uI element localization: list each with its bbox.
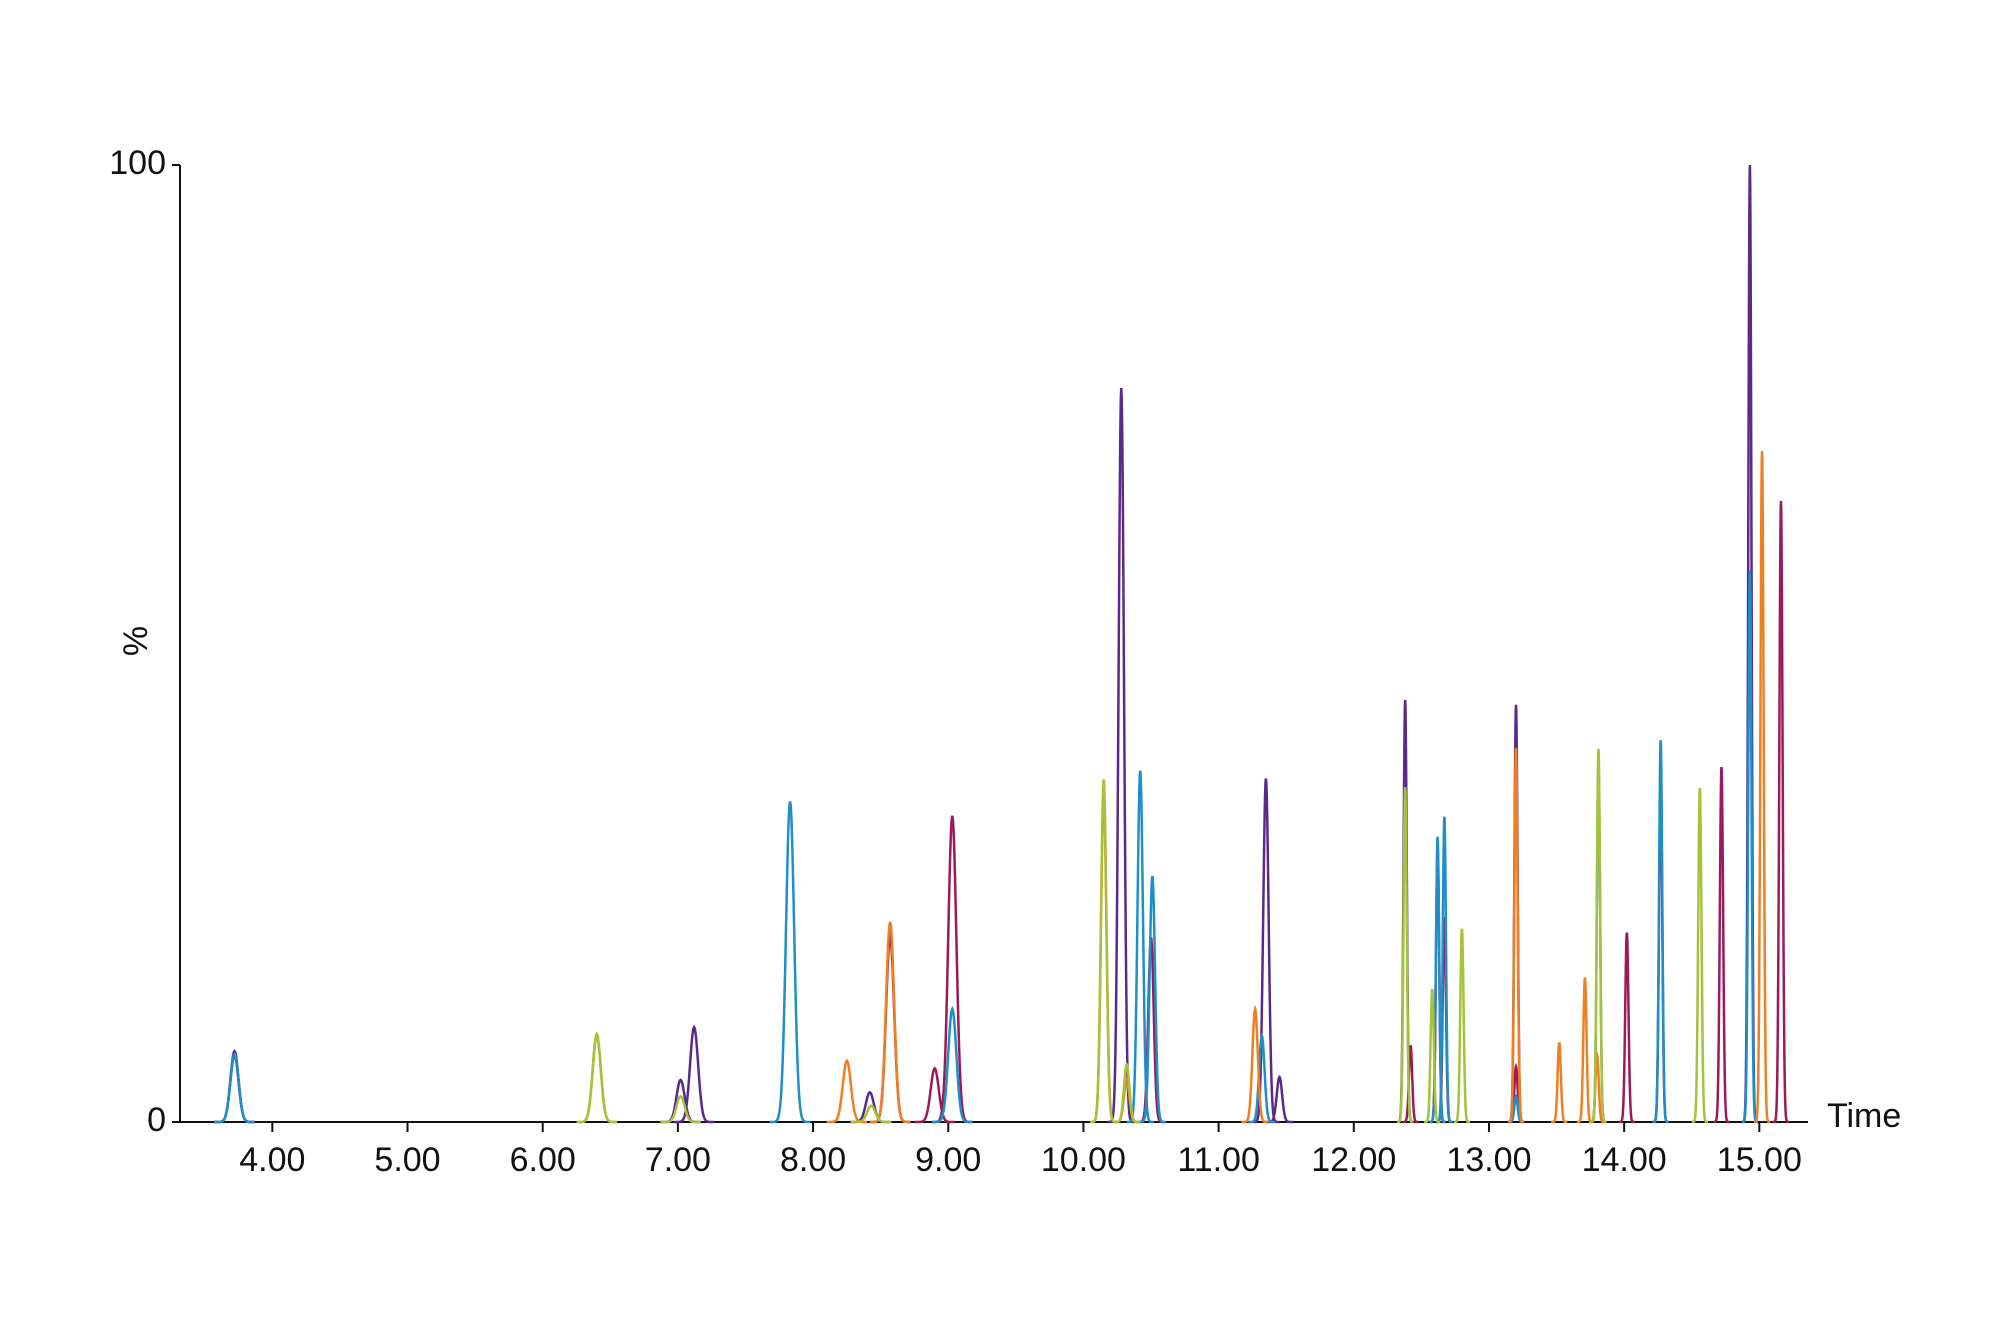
x-tick-label: 8.00: [780, 1141, 846, 1179]
peak: [1107, 387, 1135, 1124]
peak: [1507, 747, 1525, 1124]
peak: [1652, 740, 1669, 1124]
peak: [1090, 779, 1118, 1124]
x-tick-label: 10.00: [1041, 1141, 1126, 1179]
x-tick-label: 7.00: [645, 1141, 711, 1179]
peak: [1551, 1042, 1568, 1124]
peak: [850, 1104, 892, 1124]
peak: [1590, 748, 1607, 1124]
peak: [1713, 766, 1730, 1124]
x-tick-label: 5.00: [374, 1141, 440, 1179]
x-tick-label: 15.00: [1717, 1141, 1802, 1179]
peak: [932, 1005, 973, 1124]
peak: [1113, 1062, 1141, 1124]
peak: [576, 1033, 618, 1124]
peak: [1126, 770, 1154, 1124]
x-tick-label: 9.00: [915, 1141, 981, 1179]
peak: [214, 1048, 255, 1124]
peak: [214, 1051, 255, 1124]
x-tick-label: 11.00: [1177, 1141, 1260, 1179]
peak: [1138, 875, 1166, 1124]
peak: [1241, 1004, 1269, 1124]
x-tick-label: 6.00: [510, 1141, 576, 1179]
peak: [869, 931, 911, 1124]
peak: [769, 801, 811, 1124]
peak: [826, 1058, 868, 1124]
y-tick-label: 0: [147, 1101, 166, 1139]
x-tick-label: 12.00: [1311, 1141, 1396, 1179]
peak: [1265, 1074, 1293, 1124]
x-tick-label: 14.00: [1582, 1141, 1667, 1179]
peak: [660, 1078, 701, 1124]
peak: [1402, 1045, 1419, 1124]
y-axis-label: %: [117, 626, 155, 656]
peak: [1576, 977, 1594, 1124]
y-tick-label: 100: [109, 144, 166, 182]
peak: [1691, 787, 1708, 1124]
peak: [1424, 988, 1441, 1124]
peak: [1741, 570, 1758, 1124]
peak: [1397, 786, 1414, 1124]
peak: [660, 1094, 701, 1124]
peak: [1772, 500, 1790, 1124]
peak: [1753, 451, 1771, 1124]
peak: [1618, 932, 1635, 1124]
x-axis-label: Time: [1827, 1097, 1901, 1135]
peak: [214, 1052, 255, 1124]
peak: [576, 1031, 618, 1124]
x-tick-label: 13.00: [1446, 1141, 1531, 1179]
peak: [1453, 928, 1471, 1124]
peak: [1090, 794, 1118, 1124]
peak: [1248, 1032, 1276, 1124]
peak: [914, 1066, 955, 1124]
peak: [1252, 778, 1280, 1124]
peak: [869, 921, 911, 1124]
peak: [673, 1024, 715, 1124]
x-tick-label: 4.00: [239, 1141, 305, 1179]
peak: [1429, 836, 1446, 1124]
